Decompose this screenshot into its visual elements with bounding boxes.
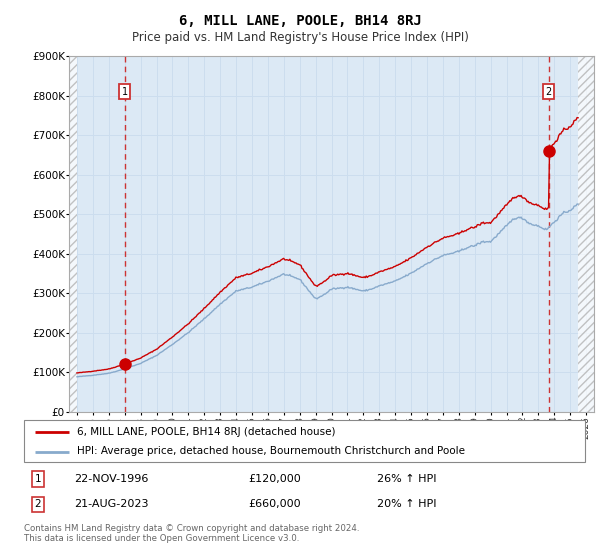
Text: 20% ↑ HPI: 20% ↑ HPI xyxy=(377,499,437,509)
Text: 2: 2 xyxy=(545,87,552,96)
Text: 26% ↑ HPI: 26% ↑ HPI xyxy=(377,474,437,484)
Text: 21-AUG-2023: 21-AUG-2023 xyxy=(74,499,149,509)
Text: HPI: Average price, detached house, Bournemouth Christchurch and Poole: HPI: Average price, detached house, Bour… xyxy=(77,446,465,456)
Text: 6, MILL LANE, POOLE, BH14 8RJ: 6, MILL LANE, POOLE, BH14 8RJ xyxy=(179,14,421,28)
Text: £120,000: £120,000 xyxy=(248,474,301,484)
FancyBboxPatch shape xyxy=(24,420,585,462)
Text: Price paid vs. HM Land Registry's House Price Index (HPI): Price paid vs. HM Land Registry's House … xyxy=(131,31,469,44)
Text: £660,000: £660,000 xyxy=(248,499,301,509)
Text: 1: 1 xyxy=(35,474,41,484)
Text: 6, MILL LANE, POOLE, BH14 8RJ (detached house): 6, MILL LANE, POOLE, BH14 8RJ (detached … xyxy=(77,427,336,437)
Text: 2: 2 xyxy=(35,499,41,509)
Text: 1: 1 xyxy=(122,87,128,96)
Text: Contains HM Land Registry data © Crown copyright and database right 2024.
This d: Contains HM Land Registry data © Crown c… xyxy=(24,524,359,543)
Text: 22-NOV-1996: 22-NOV-1996 xyxy=(74,474,149,484)
